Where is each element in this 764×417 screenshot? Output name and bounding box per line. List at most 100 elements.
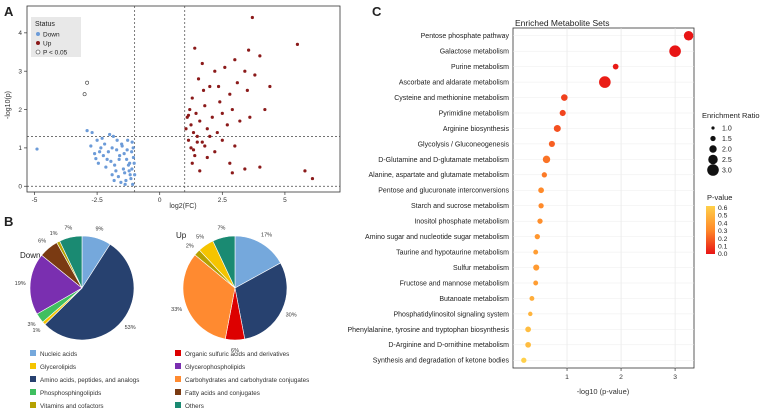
pie-legend: Nucleic acids Organic sulfuric acids and …: [30, 350, 309, 410]
size-legend-marker: [710, 135, 716, 142]
legend-ns-label: P < 0.05: [43, 50, 68, 57]
volcano-point-down: [121, 167, 126, 171]
enrichment-xtick-label: 2: [619, 374, 623, 381]
volcano-point-up: [195, 134, 199, 138]
volcano-point-down: [126, 138, 130, 142]
volcano-ytick-label: 3: [18, 68, 22, 75]
pie-slice-label: 1%: [32, 328, 40, 334]
enrichment-category-label: Inositol phosphate metabolism: [414, 219, 509, 226]
volcano-point-up: [230, 171, 234, 175]
volcano-point-down: [106, 150, 110, 154]
pie-slice-label: 6%: [38, 239, 46, 245]
enrichment-point: [683, 30, 694, 41]
volcano-point-down: [125, 148, 129, 152]
volcano-point-up: [233, 144, 237, 148]
volcano-point-up: [253, 73, 257, 77]
legend-down-label: Down: [43, 32, 60, 39]
pie-slice-label: 2%: [186, 244, 194, 250]
pie-legend-swatch: [30, 350, 36, 356]
enrichment-points: [521, 30, 694, 363]
volcano-point-up: [303, 169, 307, 173]
volcano-point-up: [200, 61, 204, 66]
volcano-point-down: [115, 138, 119, 142]
pie-slice-label: 19%: [15, 281, 26, 287]
volcano-point-up: [194, 111, 198, 115]
legend-up-marker: [36, 41, 40, 45]
pie-legend-label: Glycerolipids: [40, 364, 76, 371]
volcano-legend: Status Down Up P < 0.05: [31, 17, 81, 57]
enrichment-point: [533, 264, 540, 271]
volcano-point-up: [193, 46, 197, 50]
volcano-point-up: [198, 169, 202, 173]
volcano-point-down: [131, 146, 135, 150]
pie-panel: Down 9%53%1%3%19%6%1%7% Up 17%30%6%33%2%…: [15, 225, 310, 410]
pie-legend-label: Glycerophospholipids: [185, 364, 245, 371]
enrichment-category-label: Galactose metabolism: [440, 49, 509, 56]
enrichment-category-label: Sulfur metabolism: [453, 265, 509, 272]
volcano-point-down: [103, 142, 107, 146]
enrichment-title: Enriched Metabolite Sets: [515, 18, 610, 28]
volcano-ylabel: -log10(p): [5, 91, 12, 119]
pie-legend-swatch: [175, 376, 181, 382]
pie-legend-label: Carbohydrates and carbohydrate conjugate…: [185, 377, 309, 384]
color-legend-label: 0.1: [718, 244, 728, 251]
volcano-point-up: [263, 107, 267, 112]
size-legend-marker: [707, 164, 719, 176]
enrichment-plot: Enriched Metabolite Sets Pentose phospha…: [348, 18, 760, 396]
pie-slice-label: 30%: [286, 312, 297, 318]
size-legend-marker: [708, 154, 718, 165]
enrichment-xlabel: -log10 (p-value): [577, 387, 630, 396]
volcano-point-down: [117, 157, 121, 162]
volcano-point-down: [131, 182, 135, 186]
pie-slice-label: 9%: [95, 227, 103, 233]
volcano-point-down: [126, 163, 131, 167]
volcano-point-down: [98, 150, 102, 154]
volcano-point-down: [115, 148, 119, 152]
volcano-point-up: [215, 130, 219, 135]
panel-label-a: A: [4, 4, 14, 19]
pie-down: 9%53%1%3%19%6%1%7%: [15, 226, 136, 341]
volcano-point-up: [203, 144, 207, 148]
volcano-point-down: [123, 182, 127, 186]
enrichment-category-label: D-Arginine and D-ornithine metabolism: [388, 342, 509, 349]
pie-slice-label: 1%: [50, 231, 58, 237]
volcano-xtick-label: 0: [158, 197, 162, 204]
volcano-point-down: [101, 153, 105, 158]
pie-slice-label: 5%: [196, 235, 204, 241]
enrichment-category-label: Butanoate metabolism: [439, 296, 509, 303]
volcano-point-down: [90, 130, 94, 135]
volcano-point-up: [205, 127, 209, 131]
volcano-plot: -5 -2.5 0 2.5 5 0 1 2 3 4 log2(FC) -log10(p) Stat…: [5, 5, 341, 210]
pie-legend-swatch: [175, 389, 181, 395]
volcano-point-up: [228, 92, 232, 96]
volcano-point-up: [189, 146, 193, 150]
color-legend: 0.60.50.40.30.20.10.0: [718, 205, 728, 258]
volcano-point-down: [113, 163, 117, 167]
pie-legend-label: Others: [185, 403, 204, 410]
enrichment-category-label: Alanine, aspartate and glutamate metabol…: [369, 172, 510, 179]
enrichment-category-label: Synthesis and degradation of ketone bodi…: [373, 358, 510, 365]
volcano-threshold-lines: [27, 6, 340, 192]
volcano-point-up: [213, 150, 217, 154]
volcano-point-up: [258, 54, 262, 58]
pie-legend-swatch: [175, 402, 181, 408]
volcano-point-up: [201, 88, 206, 92]
pie-legend-swatch: [30, 389, 36, 395]
legend-ns-marker: [35, 49, 41, 55]
volcano-point-up: [235, 81, 239, 85]
pie-slice-label: 53%: [125, 325, 136, 331]
enrichment-point: [669, 45, 681, 57]
volcano-point-up: [310, 176, 315, 181]
volcano-point-down: [93, 152, 97, 156]
volcano-point-up: [213, 69, 217, 73]
size-legend-label: 2.0: [722, 146, 732, 153]
enrichment-point: [525, 341, 531, 348]
pie-slice-label: 7%: [217, 225, 225, 231]
enrichment-xtick-label: 1: [565, 374, 569, 381]
pie-legend-label: Organic sulfuric acids and derivatives: [185, 351, 289, 358]
legend-title: Status: [35, 21, 55, 28]
volcano-point-up: [188, 107, 192, 112]
enrichment-category-label: Pentose and glucuronate interconversions: [378, 188, 509, 195]
volcano-point-up: [225, 123, 229, 127]
color-legend-title: P-value: [707, 193, 732, 202]
